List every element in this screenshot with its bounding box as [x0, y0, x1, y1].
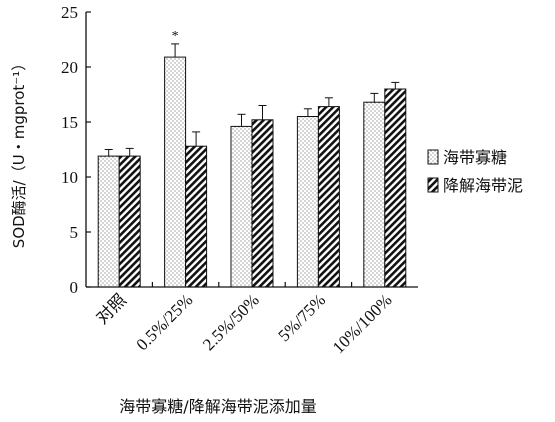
- y-tick-label: 5: [70, 223, 79, 242]
- x-ticks-layer: 对照 0.5%/25% 2.5%/50% 5%/75% 10%/100%: [93, 282, 396, 357]
- bar: [251, 119, 274, 288]
- y-tick-label: 25: [61, 3, 78, 22]
- bar: [118, 155, 141, 288]
- bar: [317, 106, 340, 288]
- bar: [164, 56, 187, 288]
- y-tick-label: 0: [70, 278, 79, 297]
- bars-layer: [97, 56, 407, 288]
- significance-marker: *: [172, 29, 179, 44]
- y-tick-label: 15: [61, 113, 78, 132]
- bar: [230, 125, 253, 288]
- legend-swatch: [427, 149, 439, 165]
- x-tick-label: 对照: [93, 290, 130, 327]
- y-axis-label: SOD酶活/（U・mgprot⁻¹）: [10, 56, 28, 248]
- bar: [296, 116, 319, 288]
- legend-label: 降解海带泥: [443, 176, 523, 195]
- y-ticks-layer: 0 5 10 15 20 25: [61, 3, 91, 297]
- x-axis-label: 海带寡糖/降解海带泥添加量: [119, 397, 316, 416]
- legend-swatch: [427, 177, 439, 193]
- bar: [384, 88, 407, 288]
- x-tick-label: 5%/75%: [274, 290, 329, 345]
- bar: [363, 101, 386, 288]
- bar: [97, 155, 120, 288]
- x-tick-label: 10%/100%: [329, 290, 396, 357]
- annotations-layer: *: [172, 29, 179, 44]
- legend-label: 海带寡糖: [443, 148, 507, 167]
- bar: [185, 145, 208, 288]
- y-tick-label: 10: [61, 168, 78, 187]
- error-bars-layer: [104, 43, 400, 157]
- x-tick-label: 2.5%/50%: [199, 290, 263, 354]
- y-tick-label: 20: [61, 58, 78, 77]
- x-tick-label: 0.5%/25%: [133, 290, 197, 354]
